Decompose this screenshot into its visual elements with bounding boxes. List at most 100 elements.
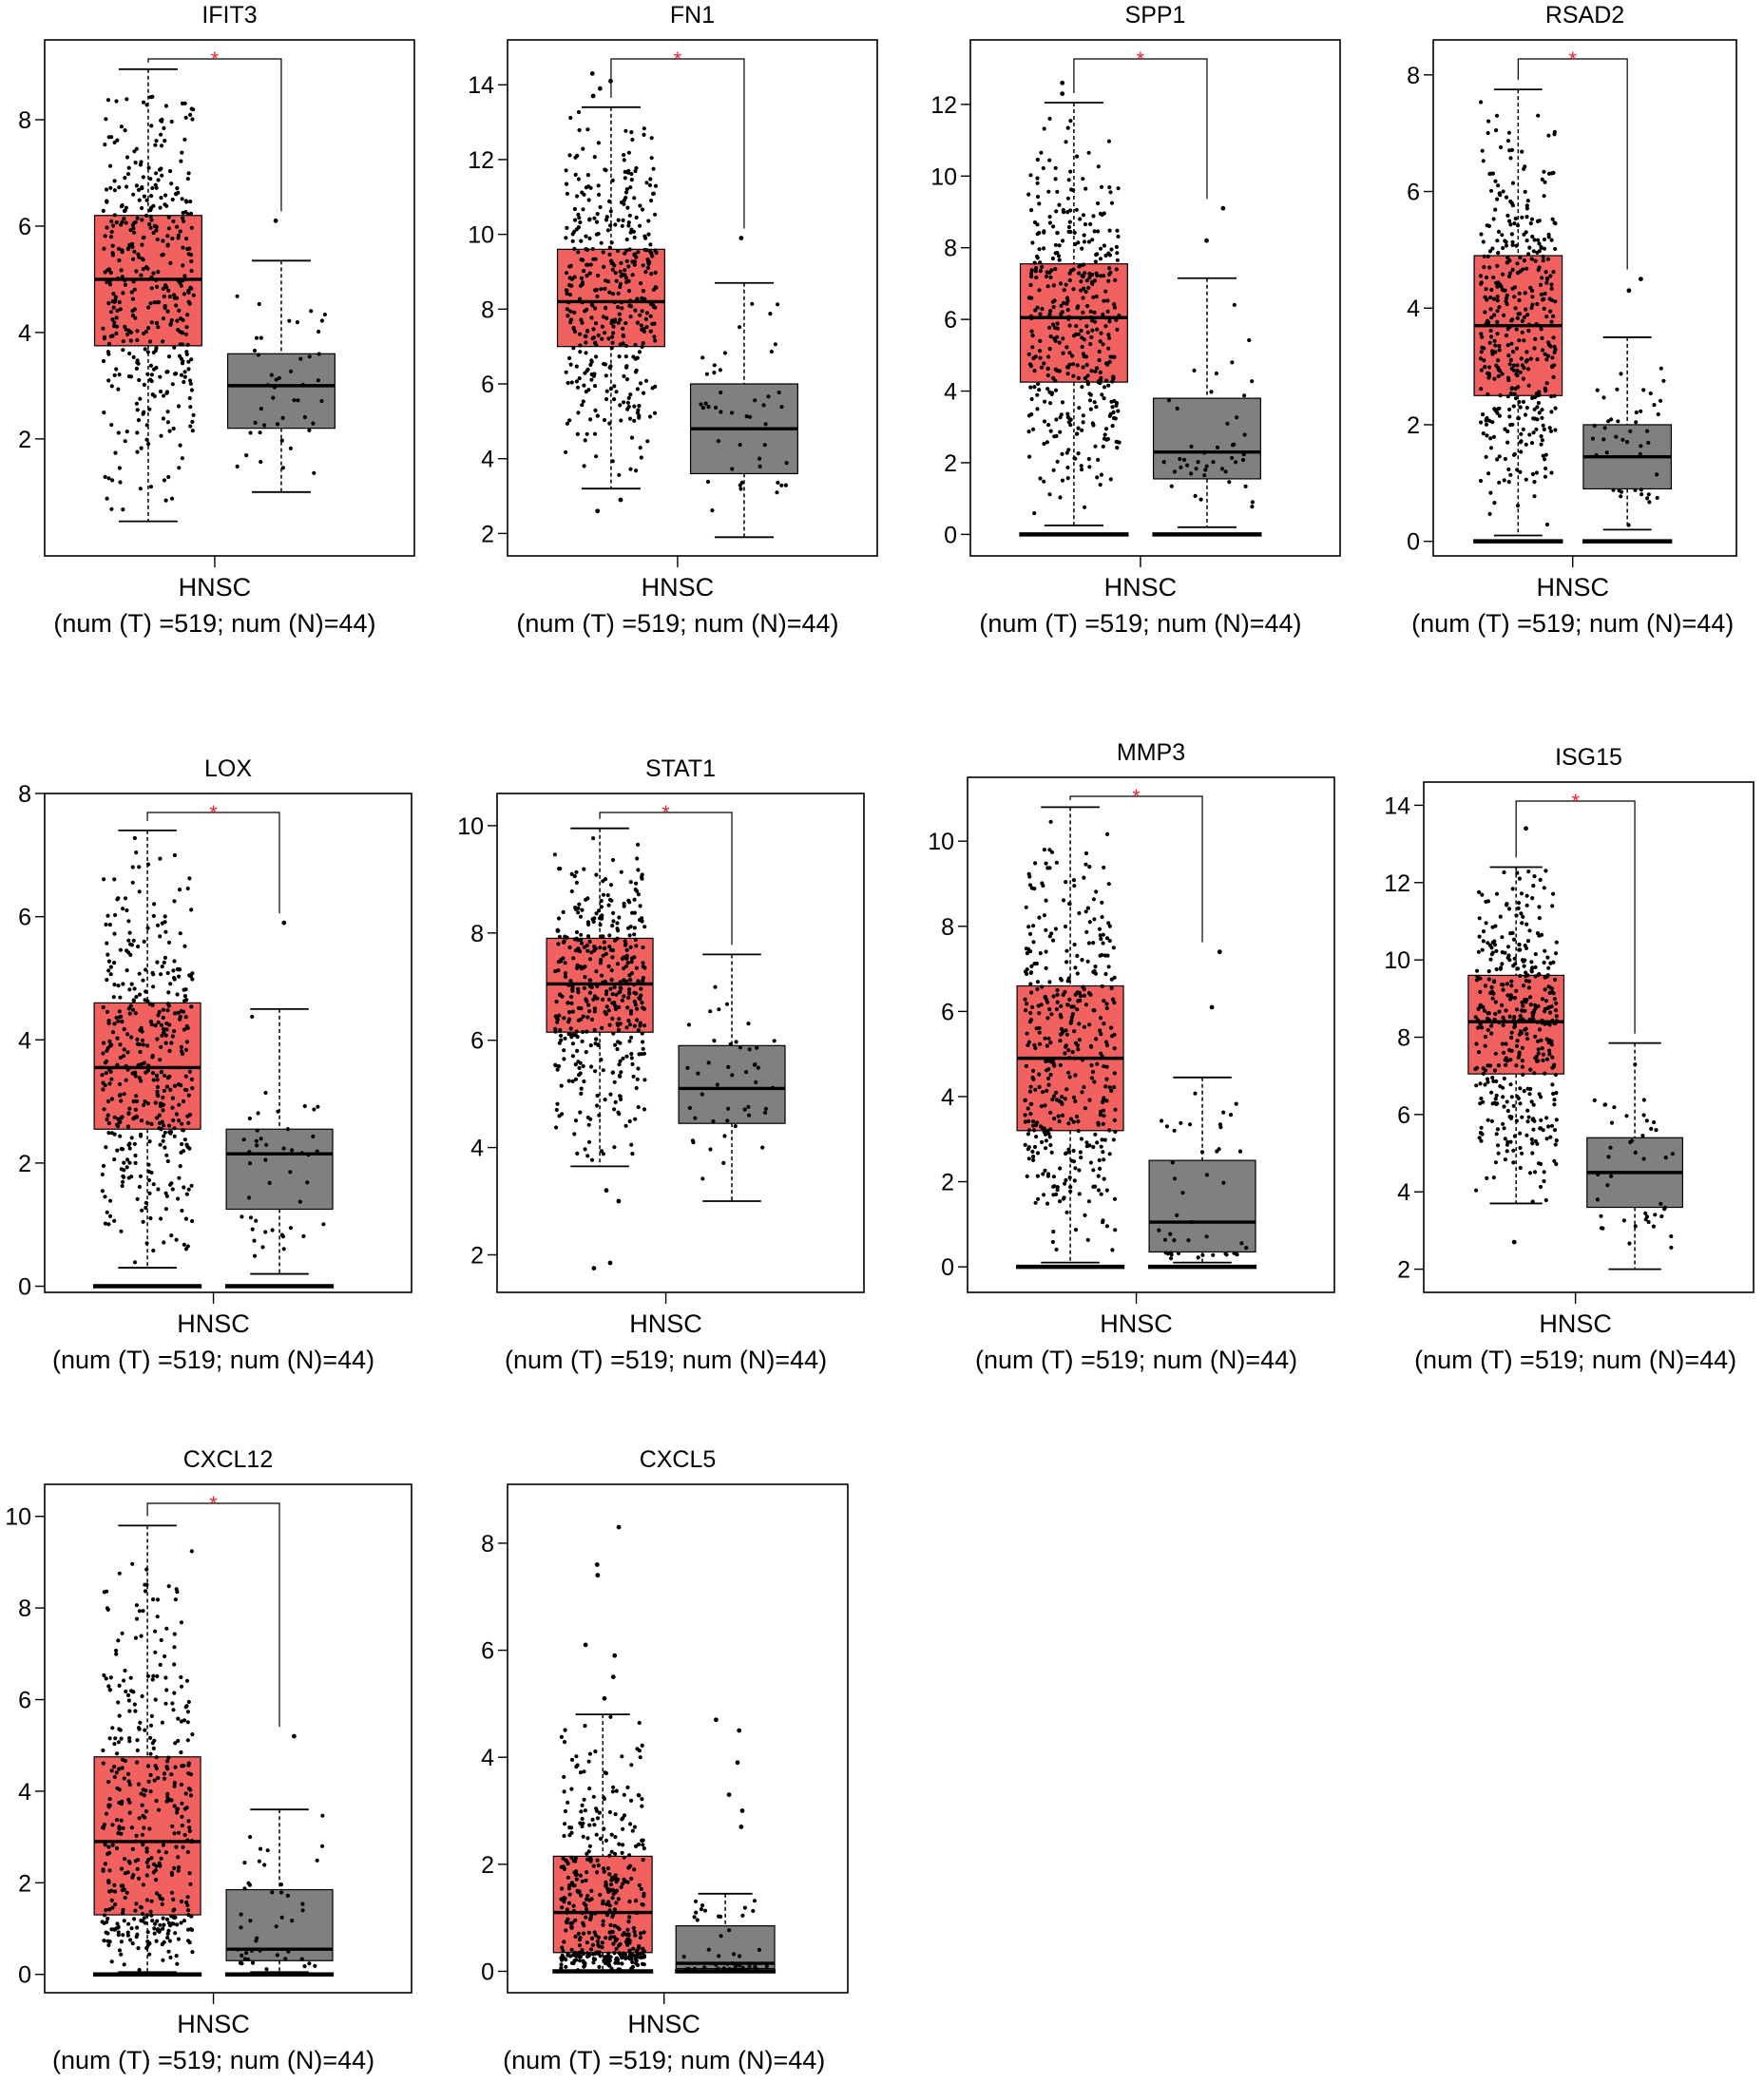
data-point <box>1230 360 1235 365</box>
data-point <box>108 972 113 977</box>
data-point <box>172 852 177 858</box>
data-point <box>1520 1064 1524 1069</box>
panel-title-stat1: STAT1 <box>645 755 716 782</box>
data-point <box>125 968 129 973</box>
data-point <box>627 933 632 938</box>
outlier-point <box>1524 826 1528 831</box>
data-point <box>1064 296 1069 300</box>
data-point <box>619 1070 623 1075</box>
data-point <box>642 1894 646 1899</box>
data-point <box>1051 1094 1057 1099</box>
data-point <box>1480 1025 1485 1030</box>
data-point <box>1505 260 1510 265</box>
data-point <box>259 407 263 411</box>
data-point <box>622 334 626 338</box>
data-point <box>1040 264 1045 269</box>
data-point <box>553 969 558 974</box>
data-point <box>1051 1230 1056 1234</box>
data-point <box>141 1911 145 1917</box>
data-point <box>712 371 717 375</box>
data-point <box>155 1089 160 1094</box>
significance-star-lox: * <box>209 801 218 825</box>
data-point <box>562 1048 566 1053</box>
data-point <box>110 478 115 483</box>
data-point <box>1485 433 1489 438</box>
data-point <box>1093 965 1098 969</box>
data-point <box>572 275 577 279</box>
data-point <box>1545 1005 1550 1010</box>
data-point <box>624 947 629 952</box>
data-point <box>1073 1166 1078 1171</box>
data-point <box>640 1797 644 1802</box>
data-point <box>1515 223 1521 228</box>
y-tick-label-stat1-8: 8 <box>470 921 484 947</box>
data-point <box>109 1959 114 1964</box>
data-point <box>567 153 572 158</box>
data-point <box>1026 352 1031 356</box>
data-point <box>1529 441 1535 446</box>
data-point <box>639 281 643 286</box>
data-point <box>1518 312 1523 316</box>
data-point <box>1061 1029 1065 1034</box>
data-point <box>116 1638 121 1643</box>
data-point <box>616 305 621 310</box>
data-point <box>1500 983 1505 987</box>
data-point <box>1056 1114 1061 1118</box>
data-point <box>596 1863 601 1868</box>
data-point <box>1099 936 1103 942</box>
data-point <box>605 228 611 233</box>
data-point <box>626 150 632 155</box>
data-point <box>636 842 641 848</box>
outlier-point <box>292 1733 297 1739</box>
data-point <box>637 996 642 1001</box>
data-point <box>1104 1099 1109 1103</box>
data-point <box>1620 437 1625 442</box>
data-point <box>572 1132 577 1137</box>
data-point <box>103 234 107 239</box>
y-tick-label-cxcl12-4: 4 <box>18 1779 31 1806</box>
data-point <box>572 310 577 315</box>
data-point <box>573 1918 578 1922</box>
data-point <box>1486 1080 1490 1084</box>
data-point <box>119 124 124 129</box>
data-point <box>612 397 617 402</box>
data-point <box>182 994 187 999</box>
data-point <box>566 1032 571 1037</box>
data-point <box>307 1961 312 1966</box>
data-point <box>1656 411 1660 417</box>
data-point <box>597 192 602 197</box>
data-point <box>119 1952 124 1957</box>
data-point <box>157 1928 163 1933</box>
data-point <box>1501 1050 1506 1055</box>
data-point <box>1083 290 1088 295</box>
data-point <box>1488 446 1494 450</box>
data-point <box>144 989 148 994</box>
data-point <box>1102 1157 1106 1162</box>
data-point <box>1655 472 1659 477</box>
data-point <box>1524 1026 1528 1031</box>
data-point <box>574 1877 579 1882</box>
data-point <box>618 403 623 408</box>
data-point <box>591 836 596 841</box>
data-point <box>165 1791 170 1796</box>
data-point <box>148 1751 153 1756</box>
data-point <box>1042 126 1046 131</box>
data-point <box>1552 997 1557 1002</box>
data-point <box>564 449 568 454</box>
data-point <box>178 967 182 972</box>
data-point <box>1489 1031 1494 1036</box>
data-point <box>134 994 139 1000</box>
data-point <box>622 158 626 162</box>
data-point <box>114 367 119 372</box>
data-point <box>566 1886 571 1891</box>
data-point <box>609 1849 614 1854</box>
data-point <box>1039 150 1044 155</box>
data-point <box>1046 189 1051 194</box>
data-point <box>101 1087 105 1092</box>
data-point <box>1045 373 1050 378</box>
data-point <box>1495 197 1500 201</box>
data-point <box>1029 296 1034 300</box>
data-point <box>1489 946 1494 950</box>
data-point <box>602 361 606 367</box>
data-point <box>1518 1014 1523 1019</box>
